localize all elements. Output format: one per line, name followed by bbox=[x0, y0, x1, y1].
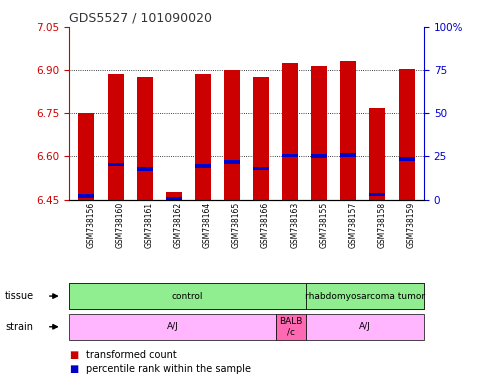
Bar bbox=[195, 74, 211, 200]
Text: control: control bbox=[172, 291, 203, 301]
Bar bbox=[282, 154, 298, 157]
Bar bbox=[253, 77, 269, 200]
Bar bbox=[224, 160, 240, 164]
Text: A/J: A/J bbox=[167, 322, 178, 331]
Bar bbox=[311, 154, 327, 158]
Text: GDS5527 / 101090020: GDS5527 / 101090020 bbox=[69, 12, 212, 25]
Bar bbox=[369, 108, 386, 200]
Bar bbox=[282, 63, 298, 200]
Text: percentile rank within the sample: percentile rank within the sample bbox=[86, 364, 251, 374]
Bar bbox=[78, 113, 95, 200]
Text: tissue: tissue bbox=[5, 291, 34, 301]
Bar bbox=[311, 66, 327, 200]
Bar bbox=[137, 77, 153, 200]
Text: GSM738162: GSM738162 bbox=[174, 202, 183, 248]
Bar bbox=[398, 69, 415, 200]
Text: BALB
/c: BALB /c bbox=[279, 317, 303, 336]
Bar bbox=[137, 167, 153, 171]
Bar bbox=[78, 194, 95, 198]
Text: A/J: A/J bbox=[359, 322, 371, 331]
Bar bbox=[398, 157, 415, 161]
Bar bbox=[195, 164, 211, 167]
Bar bbox=[166, 192, 182, 200]
Text: strain: strain bbox=[5, 322, 33, 332]
Text: GSM738156: GSM738156 bbox=[86, 202, 96, 248]
Bar bbox=[107, 163, 124, 166]
Text: GSM738159: GSM738159 bbox=[407, 202, 416, 248]
Bar bbox=[369, 193, 386, 196]
Text: GSM738163: GSM738163 bbox=[290, 202, 299, 248]
Bar bbox=[166, 197, 182, 201]
Text: ■: ■ bbox=[69, 350, 78, 360]
Text: GSM738155: GSM738155 bbox=[319, 202, 328, 248]
Text: GSM738161: GSM738161 bbox=[144, 202, 154, 248]
Bar bbox=[107, 74, 124, 200]
Bar bbox=[340, 61, 356, 200]
Bar bbox=[253, 167, 269, 170]
Text: GSM738158: GSM738158 bbox=[378, 202, 387, 248]
Bar bbox=[340, 153, 356, 157]
Text: GSM738165: GSM738165 bbox=[232, 202, 241, 248]
Text: GSM738166: GSM738166 bbox=[261, 202, 270, 248]
Text: rhabdomyosarcoma tumor: rhabdomyosarcoma tumor bbox=[305, 291, 425, 301]
Text: GSM738157: GSM738157 bbox=[349, 202, 357, 248]
Text: GSM738164: GSM738164 bbox=[203, 202, 212, 248]
Bar bbox=[224, 70, 240, 200]
Text: GSM738160: GSM738160 bbox=[115, 202, 125, 248]
Text: ■: ■ bbox=[69, 364, 78, 374]
Text: transformed count: transformed count bbox=[86, 350, 177, 360]
